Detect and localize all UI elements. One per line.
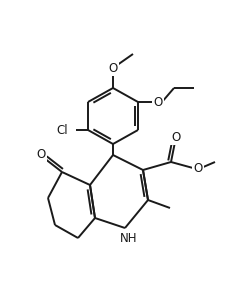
Text: O: O: [154, 95, 162, 108]
Text: O: O: [193, 161, 202, 175]
Text: NH: NH: [120, 232, 138, 245]
Text: O: O: [172, 131, 180, 144]
Text: O: O: [108, 62, 118, 75]
Text: Cl: Cl: [56, 124, 68, 136]
Text: O: O: [36, 148, 46, 160]
